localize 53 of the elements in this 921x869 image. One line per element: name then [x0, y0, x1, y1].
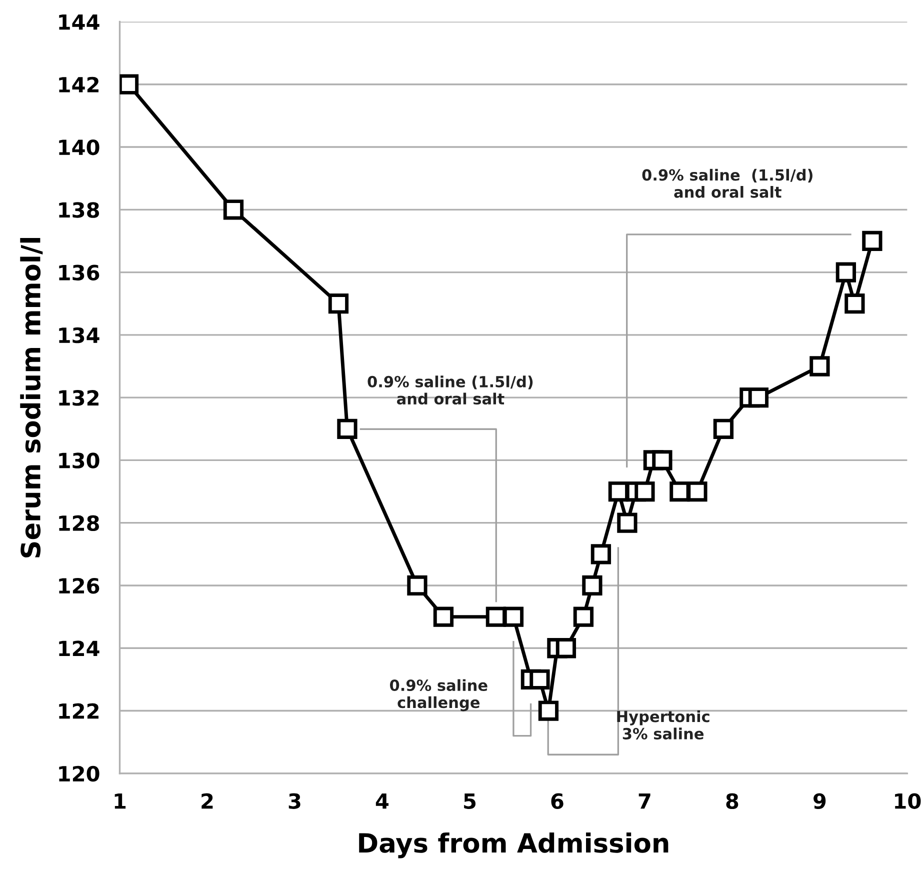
y-tick-label: 130 — [59, 452, 100, 468]
y-tick-label: 122 — [59, 703, 98, 719]
point — [573, 606, 594, 627]
point — [538, 700, 559, 721]
point — [530, 669, 550, 690]
annotation: 0.9% saline (1.5l/d) and oral salt — [368, 376, 533, 405]
x-tick-label: 5 — [464, 793, 476, 809]
x-tick-label: 1 — [114, 793, 126, 809]
y-tick-label: 138 — [59, 202, 99, 218]
point — [862, 230, 882, 252]
point — [836, 262, 856, 282]
point — [652, 450, 672, 470]
x-tick-label: 9 — [814, 793, 826, 809]
y-tick-label: 128 — [59, 515, 99, 532]
y-tick-label: 144 — [59, 14, 100, 30]
point — [634, 481, 655, 502]
x-tick-label: 4 — [376, 793, 389, 809]
point — [556, 638, 576, 658]
point — [486, 606, 506, 627]
point — [337, 418, 358, 439]
y-axis-title: Serum sodium mmol/l — [20, 238, 43, 558]
point — [120, 74, 139, 94]
x-tick-label: 6 — [551, 793, 564, 809]
point — [407, 575, 428, 596]
point — [617, 512, 638, 533]
point — [748, 388, 769, 408]
y-tick-label: 132 — [59, 390, 98, 406]
point — [687, 481, 708, 502]
y-tick-label: 120 — [59, 766, 100, 782]
x-tick-label: 8 — [726, 793, 738, 809]
x-tick-label: 7 — [638, 793, 650, 809]
annotation: Hypertonic 3% saline — [617, 710, 710, 740]
point — [810, 356, 830, 376]
annotation: 0.9% saline (1.5l/d) and oral salt — [642, 168, 812, 198]
annotation: 0.9% saline challenge — [390, 679, 488, 712]
y-tick-label: 142 — [59, 76, 98, 92]
point — [844, 294, 865, 314]
point — [713, 418, 734, 439]
x-tick-label: 2 — [202, 793, 213, 809]
x-tick-label: 3 — [288, 793, 300, 809]
y-tick-label: 124 — [59, 640, 100, 656]
x-tick-label: 10 — [895, 793, 921, 809]
y-tick-label: 136 — [59, 264, 100, 280]
y-tick-label: 140 — [59, 139, 100, 156]
point — [433, 606, 454, 627]
y-tick-label: 126 — [59, 578, 100, 594]
y-tick-label: 134 — [59, 327, 100, 344]
point — [223, 200, 244, 220]
point — [328, 294, 349, 314]
point — [582, 575, 602, 596]
point — [503, 606, 524, 627]
x-axis-title: Days from Admission — [359, 832, 668, 858]
point — [590, 544, 612, 564]
